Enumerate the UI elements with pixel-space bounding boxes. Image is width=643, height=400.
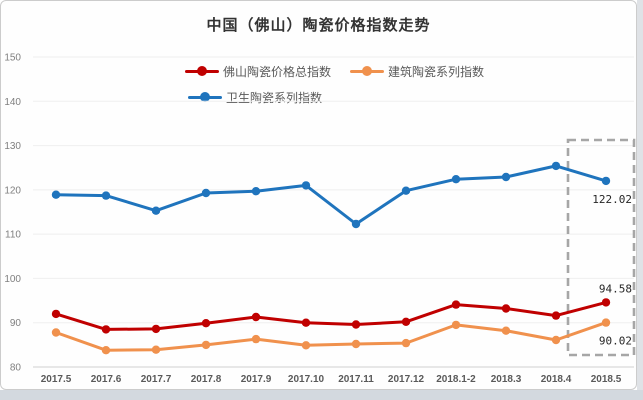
highlight-box [566,138,636,357]
data-point-marker [201,319,211,328]
data-point-marker [401,338,411,348]
data-point-marker [151,345,161,354]
data-point-marker [501,172,511,182]
data-point-marker [151,324,161,334]
data-point-marker [51,190,61,199]
data-point-marker [451,175,461,184]
y-axis-tick-label: 130 [4,141,21,152]
x-axis-tick-label: 2017.10 [288,374,325,385]
y-axis-tick-label: 80 [10,363,22,374]
data-point-marker [51,328,61,337]
data-point-marker [501,304,511,313]
data-label: 122.02 [592,193,632,206]
data-point-marker [451,320,461,330]
x-axis-tick-label: 2017.7 [141,374,172,385]
y-axis-tick-label: 120 [4,185,21,196]
data-point-marker [251,334,261,344]
x-axis-tick-label: 2018.3 [491,374,522,385]
data-point-marker [251,187,261,196]
data-label: 90.02 [599,335,632,348]
page-edge-bottom [0,390,643,400]
data-point-marker [451,300,461,309]
data-point-marker [601,176,611,186]
data-point-marker [201,340,211,350]
series-line [55,300,607,331]
x-axis-tick-label: 2017.9 [241,374,272,385]
data-point-marker [551,311,561,320]
data-point-marker [401,317,411,326]
x-axis-tick-label: 2017.8 [191,374,222,385]
chart-plot: 80 90 100 110 120 130 140 150 2017.5 2017.6 2017.7… [4,53,636,385]
y-axis-tick-label: 100 [4,274,21,285]
x-axis-tick-label: 2018.1-2 [436,374,476,385]
legend-item-total-index: 佛山陶瓷价格总指数 [185,64,332,79]
data-point-marker [401,186,411,195]
data-point-marker [351,339,361,349]
data-label: 94.58 [599,282,632,295]
series-line [55,321,607,352]
data-point-marker [551,161,561,171]
data-point-marker [351,320,361,329]
legend-item-building-index: 建筑陶瓷系列指数 [350,64,485,79]
data-point-marker [601,318,611,327]
data-point-marker [51,309,61,319]
x-axis-tick-label: 2018.5 [591,374,622,385]
chart-title: 中国（佛山）陶瓷价格指数走势 [206,17,431,34]
legend-label-total-index: 佛山陶瓷价格总指数 [223,64,332,79]
legend-label-building-index: 建筑陶瓷系列指数 [388,64,485,79]
legend-marker-blue-icon [188,92,222,102]
data-point-marker [251,312,261,322]
data-point-marker [601,298,611,307]
x-axis-tick-label: 2018.4 [541,374,572,385]
y-axis-tick-label: 110 [5,230,21,241]
data-point-marker [551,335,561,345]
page-edge-right [637,0,643,390]
x-axis-tick-label: 2017.12 [388,374,425,385]
data-point-marker [501,326,511,335]
data-point-marker [101,346,111,355]
x-axis-tick-label: 2017.6 [91,374,122,385]
y-axis-tick-label: 90 [10,318,22,329]
data-point-marker [151,206,161,215]
data-point-marker [301,341,311,350]
y-axis-tick-label: 150 [4,53,21,64]
legend-marker-orange-icon [350,66,384,76]
data-point-marker [301,181,311,190]
data-point-marker [301,318,311,327]
data-point-marker [101,325,111,334]
x-axis-tick-label: 2017.11 [338,374,374,385]
data-point-marker [101,191,111,200]
series-line [55,164,607,226]
x-axis-tick-label: 2017.5 [41,374,72,385]
legend-marker-red-icon [185,66,219,76]
data-point-marker [201,188,211,198]
data-point-marker [351,219,361,229]
y-axis-tick-label: 140 [4,97,21,108]
